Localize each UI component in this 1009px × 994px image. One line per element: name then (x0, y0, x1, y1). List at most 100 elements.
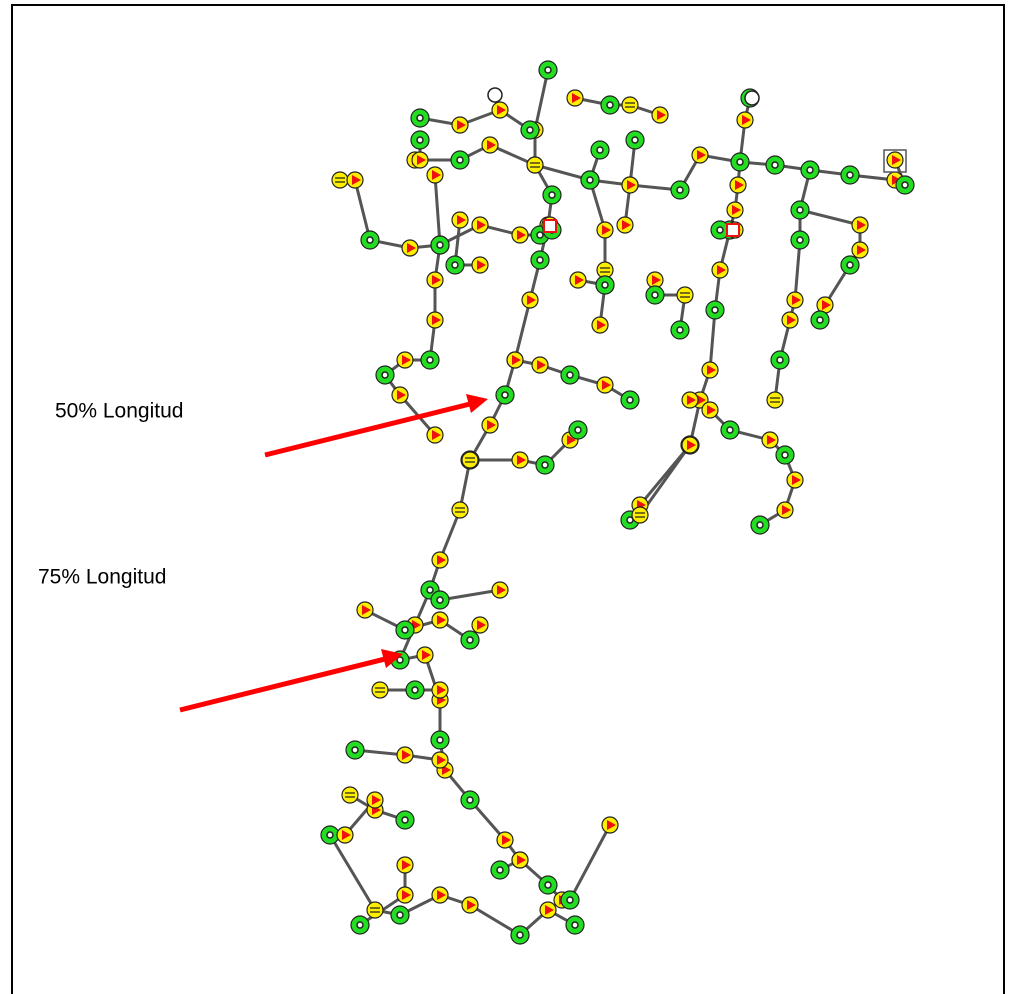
node-load (397, 857, 413, 873)
node-green (391, 906, 409, 924)
node-green (346, 741, 364, 759)
node-load (512, 852, 528, 868)
annotation: 75% Longitud (38, 566, 166, 589)
node-load (532, 357, 548, 373)
node-center (757, 522, 763, 528)
node-load (617, 217, 633, 233)
node-load (702, 402, 718, 418)
node-green (321, 826, 339, 844)
node-center (575, 427, 581, 433)
node-center (807, 167, 813, 173)
node-load (412, 152, 428, 168)
node-load (887, 152, 903, 168)
node-green (566, 916, 584, 934)
node-center (797, 237, 803, 243)
source (745, 91, 759, 105)
node-green (671, 321, 689, 339)
node-green (671, 181, 689, 199)
node-green (706, 301, 724, 319)
node-striped (677, 287, 693, 303)
network-diagram: 50% Longitud 75% Longitud (0, 0, 1009, 994)
node-green (561, 366, 579, 384)
node-load (432, 887, 448, 903)
node-green (766, 156, 784, 174)
node-green (771, 351, 789, 369)
node-green (496, 386, 514, 404)
node-load (472, 617, 488, 633)
node-body (367, 902, 383, 918)
node-load (787, 472, 803, 488)
node-striped (632, 507, 648, 523)
node-green (431, 731, 449, 749)
node-green (446, 256, 464, 274)
annotation: 50% Longitud (55, 400, 183, 423)
node-green (531, 251, 549, 269)
node-green (751, 516, 769, 534)
node-center (847, 172, 853, 178)
node-center (772, 162, 778, 168)
page: 50% Longitud 75% Longitud (() => { const… (0, 0, 1009, 994)
node-load (427, 427, 443, 443)
switch (727, 224, 739, 236)
node-center (717, 227, 723, 233)
node-load (682, 437, 698, 453)
node-body (452, 502, 468, 518)
node-green (731, 153, 749, 171)
node-green (361, 231, 379, 249)
node-center (412, 687, 418, 693)
node-center (497, 867, 503, 873)
node-center (537, 232, 543, 238)
node-load (432, 682, 448, 698)
node-green (376, 366, 394, 384)
node-green (601, 96, 619, 114)
node-body (632, 507, 648, 523)
node-striped (342, 787, 358, 803)
node-striped (527, 157, 543, 173)
node-load (397, 747, 413, 763)
node-green (841, 256, 859, 274)
node-center (652, 292, 658, 298)
node-green (451, 151, 469, 169)
node-load (602, 817, 618, 833)
node-load (357, 602, 373, 618)
node-center (545, 67, 551, 73)
node-center (797, 207, 803, 213)
node-load (497, 832, 513, 848)
node-load (652, 107, 668, 123)
node-center (437, 242, 443, 248)
node-body (527, 157, 543, 173)
source (488, 88, 502, 102)
node-green (646, 286, 664, 304)
node-center (327, 832, 333, 838)
node-load (692, 147, 708, 163)
node-load (512, 452, 528, 468)
node-striped (452, 502, 468, 518)
node-load (512, 227, 528, 243)
node-load (482, 137, 498, 153)
node-green (521, 121, 539, 139)
node-load (492, 582, 508, 598)
node-load (522, 292, 538, 308)
node-green (896, 176, 914, 194)
node-load (347, 172, 363, 188)
node-green (626, 131, 644, 149)
node-center (737, 159, 743, 165)
node-load (337, 827, 353, 843)
node-striped (622, 97, 638, 113)
node-green (569, 421, 587, 439)
node-green (406, 681, 424, 699)
node-green (461, 631, 479, 649)
node-green (411, 109, 429, 127)
node-load (852, 242, 868, 258)
node-load (597, 377, 613, 393)
node-load (782, 312, 798, 328)
node-load (852, 217, 868, 233)
node-green (396, 621, 414, 639)
node-center (427, 587, 433, 593)
node-load (462, 897, 478, 913)
node-green (396, 811, 414, 829)
node-load (452, 212, 468, 228)
node-load (597, 222, 613, 238)
node-center (567, 372, 573, 378)
node-center (417, 115, 423, 121)
